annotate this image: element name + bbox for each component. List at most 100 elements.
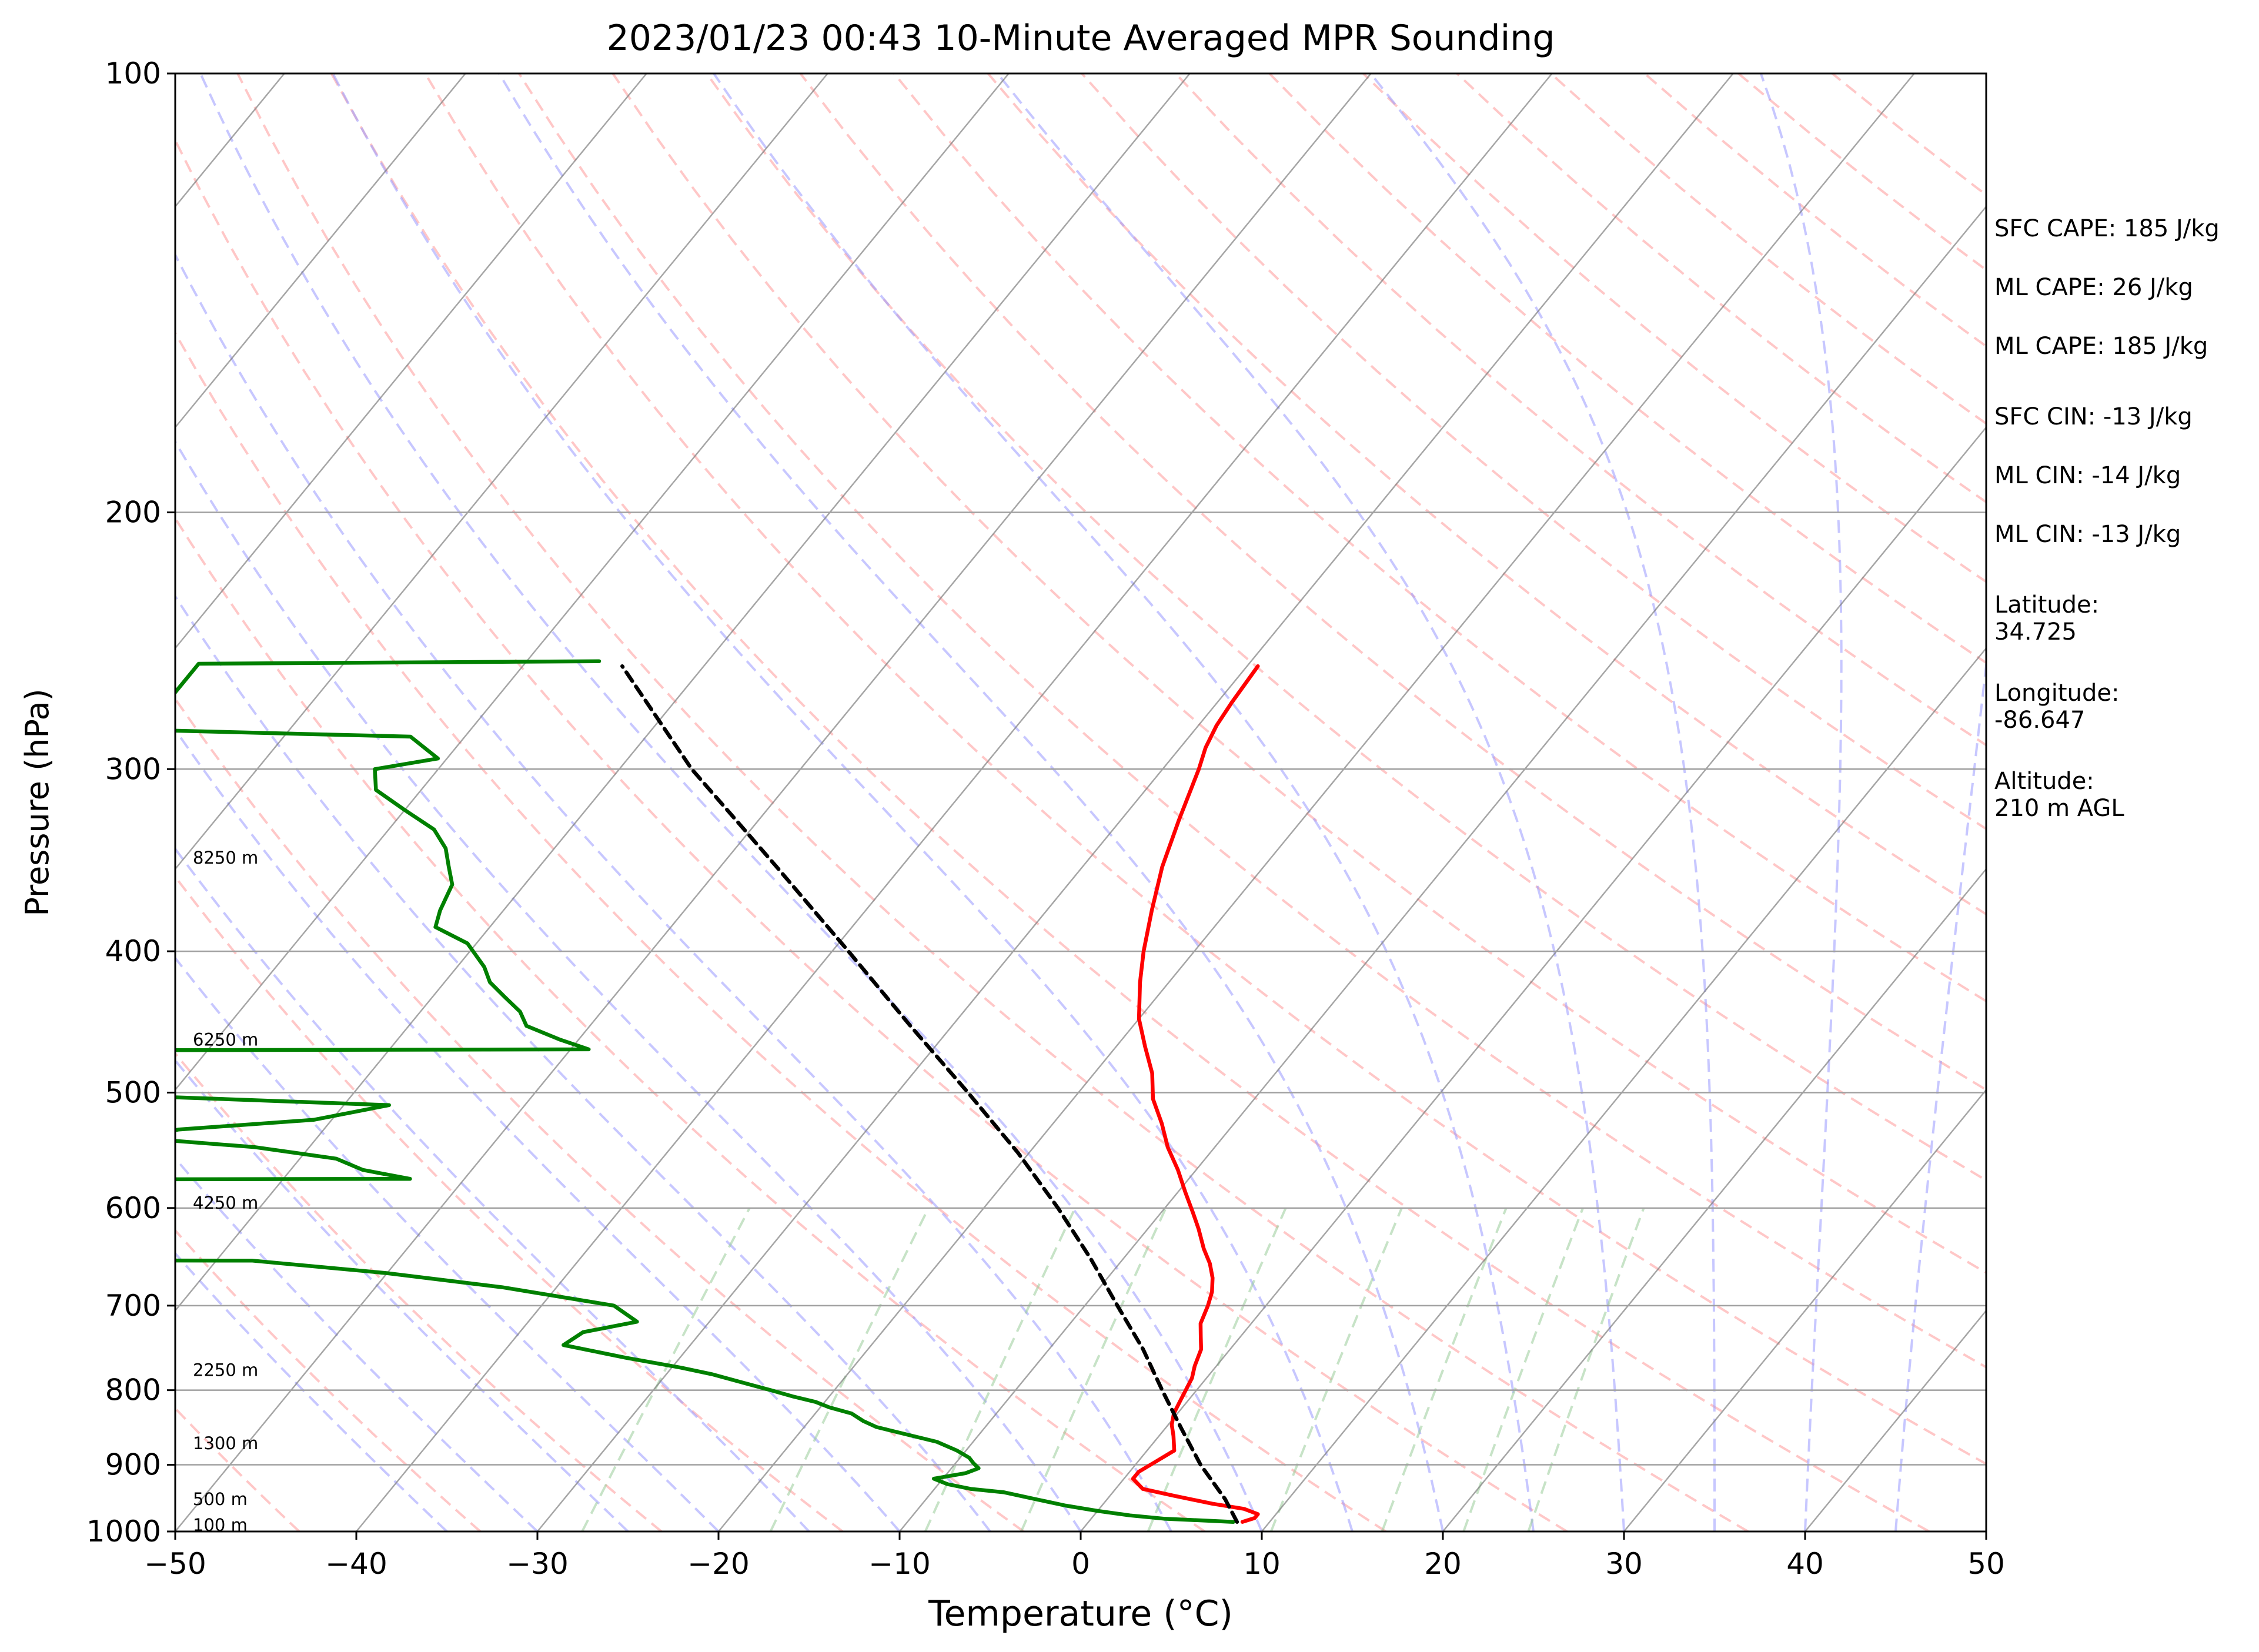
annotation-text: ML CAPE: 26 J/kg bbox=[1994, 274, 2193, 301]
dry-adiabat bbox=[236, 73, 1749, 1531]
annotation-text: SFC CIN: -13 J/kg bbox=[1994, 403, 2193, 430]
dewpoint-line bbox=[175, 659, 1235, 1524]
x-tick-label: 40 bbox=[1786, 1547, 1824, 1581]
isotherm-line bbox=[1080, 426, 1986, 1531]
dry-adiabat bbox=[611, 73, 1986, 1275]
isotherm-line bbox=[175, 73, 466, 429]
x-tick-label: 10 bbox=[1243, 1547, 1281, 1581]
x-tick-label: 20 bbox=[1424, 1547, 1462, 1581]
dry-adiabat bbox=[706, 73, 1986, 1182]
annotation-line: 210 m AGL bbox=[1994, 795, 2124, 822]
mixing-ratio-line bbox=[1020, 1207, 1167, 1531]
annotation-line: Altitude: bbox=[1994, 768, 2094, 795]
annotation-line: ML CAPE: 185 J/kg bbox=[1994, 333, 2208, 360]
dry-adiabat bbox=[1174, 73, 1986, 747]
dry-adiabat bbox=[175, 516, 1206, 1531]
annotation-line: Latitude: bbox=[1994, 591, 2099, 618]
annotation-line: ML CIN: -13 J/kg bbox=[1994, 521, 2181, 548]
height-label: 6250 m bbox=[193, 1030, 258, 1050]
y-tick-label: 900 bbox=[105, 1448, 161, 1482]
isotherm-line bbox=[718, 73, 1915, 1531]
isotherm-line bbox=[899, 205, 1986, 1531]
isotherm-line bbox=[175, 73, 1372, 1531]
moist-adiabat bbox=[199, 73, 1263, 1531]
moist-adiabat bbox=[175, 956, 720, 1531]
moist-adiabat bbox=[332, 73, 1354, 1531]
annotation-text: ML CAPE: 185 J/kg bbox=[1994, 333, 2208, 360]
background-lines bbox=[175, 73, 1986, 1531]
moist-adiabat bbox=[175, 252, 1172, 1531]
moist-adiabat bbox=[713, 73, 1535, 1531]
temperature-line bbox=[1131, 664, 1260, 1524]
x-tick-label: 50 bbox=[1967, 1547, 2005, 1581]
isotherm-line bbox=[175, 73, 1191, 1312]
dry-adiabat bbox=[175, 1051, 663, 1531]
annotation-line: ML CIN: -14 J/kg bbox=[1994, 462, 2181, 489]
annotation-text: Longitude: -86.647 bbox=[1994, 680, 2119, 734]
x-tick-label: 0 bbox=[1071, 1547, 1090, 1581]
annotation-line: SFC CAPE: 185 J/kg bbox=[1994, 215, 2220, 242]
isotherm-line bbox=[175, 73, 828, 871]
x-tick-label: −30 bbox=[506, 1547, 569, 1581]
x-tick-label: 30 bbox=[1605, 1547, 1643, 1581]
isotherm-line bbox=[1623, 1088, 1986, 1531]
y-axis-label: Pressure (hPa) bbox=[19, 688, 56, 916]
y-tick-label: 700 bbox=[105, 1289, 161, 1323]
annotation-text: SFC CAPE: 185 J/kg bbox=[1994, 215, 2220, 242]
isotherm-line bbox=[175, 73, 647, 650]
mixing-ratio-line bbox=[924, 1207, 1077, 1531]
annotation-line: 34.725 bbox=[1994, 618, 2077, 646]
annotation-line: ML CAPE: 26 J/kg bbox=[1994, 274, 2193, 301]
dry-adiabat bbox=[175, 1406, 300, 1531]
height-label: 8250 m bbox=[193, 848, 258, 868]
dry-adiabat bbox=[518, 73, 1986, 1369]
x-tick-label: −20 bbox=[687, 1547, 750, 1581]
y-tick-label: 800 bbox=[105, 1373, 161, 1407]
dry-adiabat bbox=[424, 73, 1986, 1466]
y-tick-label: 600 bbox=[105, 1191, 161, 1225]
isotherm-line bbox=[1261, 647, 1986, 1531]
parcel-line bbox=[620, 664, 1239, 1524]
isotherm-line bbox=[175, 73, 1010, 1091]
grid-lines bbox=[175, 511, 1986, 1466]
dry-adiabat bbox=[175, 330, 1387, 1531]
y-tick-label: 300 bbox=[105, 752, 161, 786]
annotation-line: Longitude: bbox=[1994, 680, 2119, 707]
annotation-line: SFC CIN: -13 J/kg bbox=[1994, 403, 2193, 430]
height-label: 500 m bbox=[193, 1489, 248, 1509]
moist-adiabat bbox=[498, 73, 1444, 1531]
annotation-line: -86.647 bbox=[1994, 707, 2085, 734]
x-tick-label: −10 bbox=[868, 1547, 931, 1581]
moist-adiabat bbox=[175, 847, 810, 1531]
moist-adiabat bbox=[1894, 654, 1986, 1531]
y-tick-label: 500 bbox=[105, 1075, 161, 1109]
dry-adiabat bbox=[330, 73, 1930, 1531]
x-tick-label: −50 bbox=[144, 1547, 206, 1581]
dry-adiabat bbox=[175, 875, 844, 1531]
moist-adiabat bbox=[1369, 73, 1716, 1531]
mixing-ratio-line bbox=[1147, 1207, 1287, 1531]
x-tick-label: −40 bbox=[325, 1547, 387, 1581]
chart-labels: 8250 m 6250 m 4250 m 2250 m 1300 m 500 m 100 m… bbox=[193, 215, 2220, 1535]
moist-adiabat bbox=[175, 439, 1082, 1531]
dry-adiabat bbox=[987, 73, 1986, 916]
moist-adiabat bbox=[997, 73, 1625, 1531]
moist-adiabat bbox=[1759, 73, 1843, 1531]
height-label: 2250 m bbox=[193, 1360, 258, 1380]
annotation-text: ML CIN: -13 J/kg bbox=[1994, 521, 2181, 548]
annotation-text: Altitude: 210 m AGL bbox=[1994, 768, 2124, 822]
moist-adiabat bbox=[175, 1252, 448, 1531]
isotherm-line bbox=[1442, 868, 1986, 1531]
isotherm-line bbox=[356, 73, 1553, 1531]
isotherm-line bbox=[537, 73, 1734, 1531]
moist-adiabat bbox=[175, 1058, 629, 1531]
y-tick-label: 200 bbox=[105, 496, 161, 530]
x-axis-label: Temperature (°C) bbox=[928, 1593, 1233, 1634]
dry-adiabat bbox=[893, 73, 1986, 1003]
mixing-ratio-line bbox=[769, 1207, 930, 1531]
height-label: 1300 m bbox=[193, 1433, 258, 1453]
height-label: 100 m bbox=[193, 1515, 248, 1535]
height-label: 4250 m bbox=[193, 1193, 258, 1213]
